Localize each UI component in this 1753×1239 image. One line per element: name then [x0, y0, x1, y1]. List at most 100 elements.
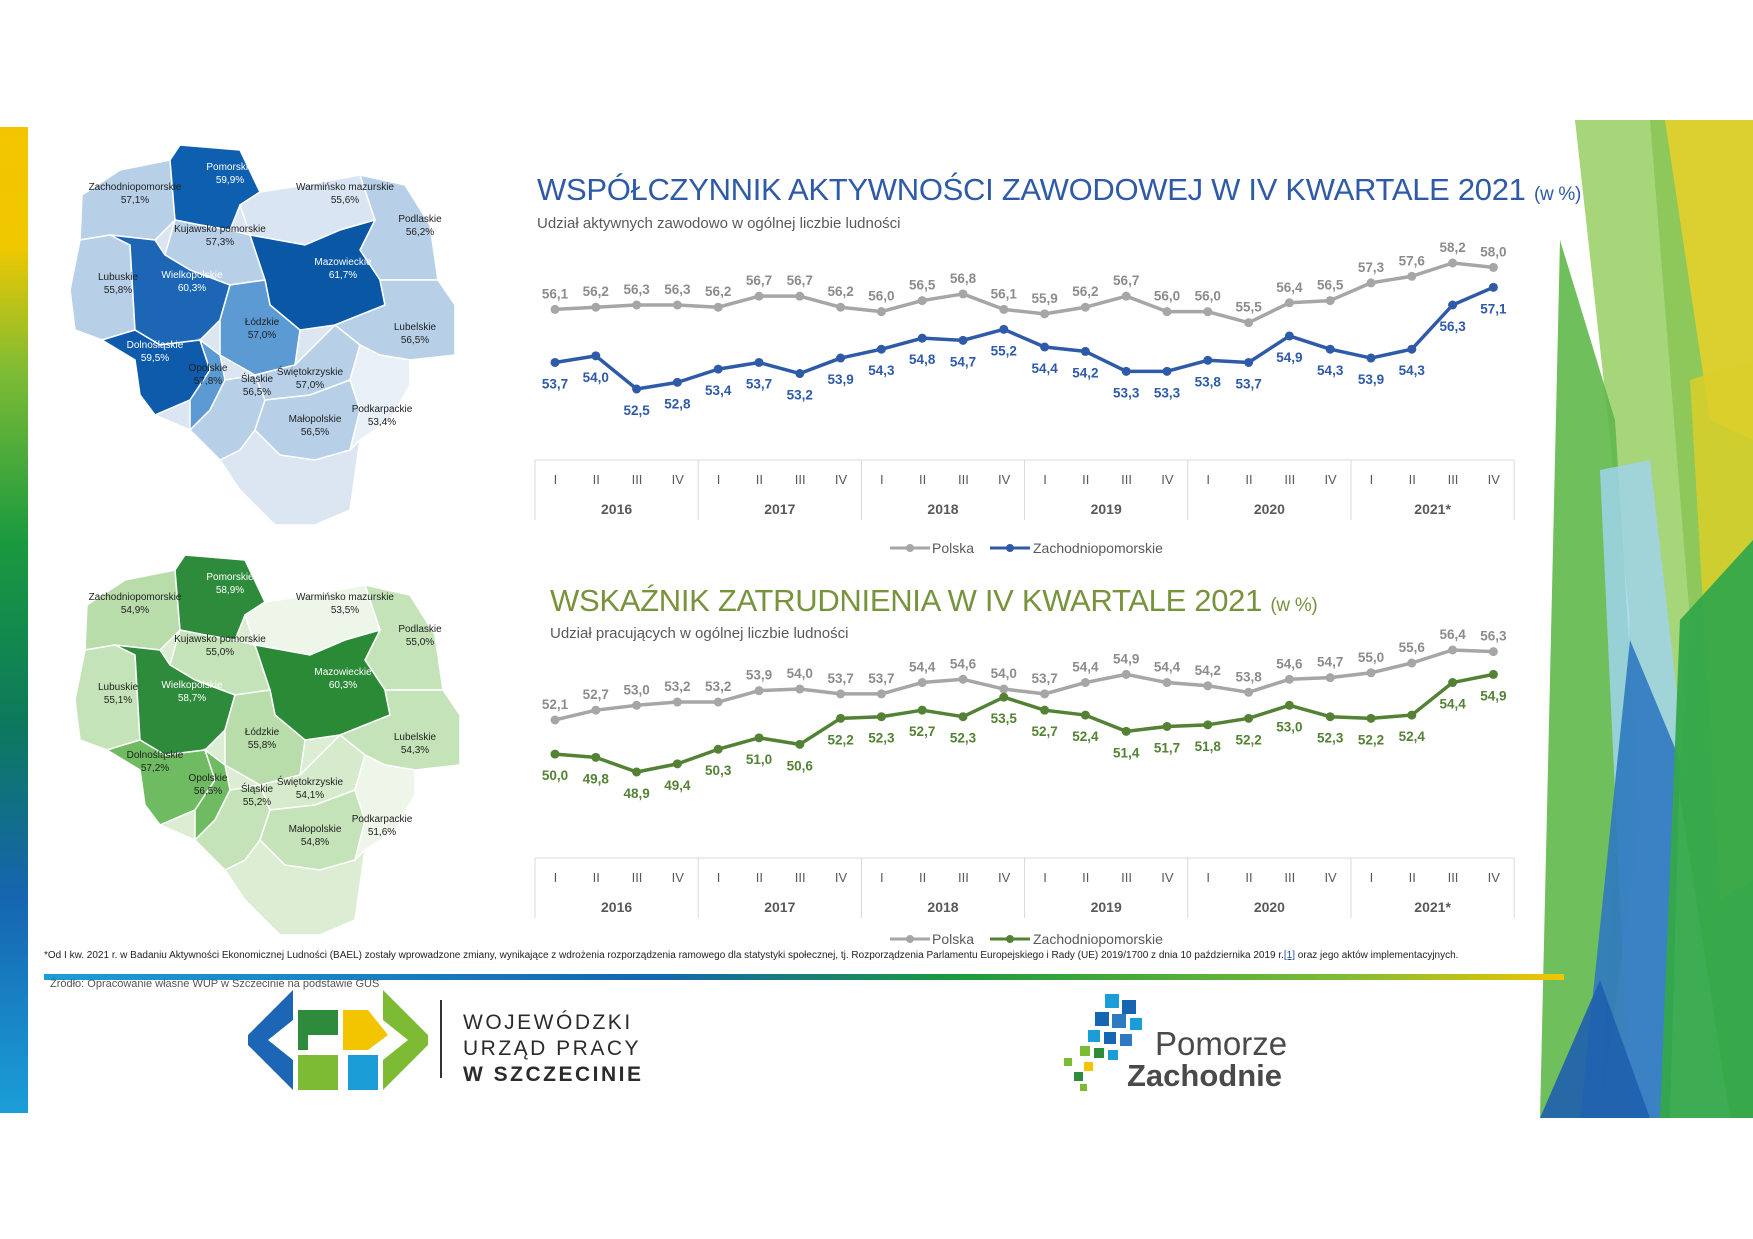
data-label: 56,0 — [1154, 289, 1180, 304]
x-tick-quarter: II — [919, 472, 926, 487]
x-tick-quarter: IV — [1324, 472, 1337, 487]
data-label: 48,9 — [623, 786, 649, 801]
employment-chart-title: WSKAŹNIK ZATRUDNIENIA W IV KWARTALE 2021… — [550, 583, 1318, 619]
data-label: 54,9 — [1276, 350, 1302, 365]
data-point — [672, 300, 682, 310]
data-label: 52,5 — [623, 403, 650, 418]
data-point — [1244, 687, 1254, 697]
series-line-zachodniopomorskie — [554, 672, 1494, 774]
data-label: 55,6 — [1399, 640, 1426, 655]
data-point — [1366, 278, 1376, 288]
map-region-value: 55,1% — [104, 695, 132, 706]
data-label: 55,0 — [1358, 650, 1384, 665]
x-tick-quarter: IV — [1324, 870, 1337, 885]
map-region-name: Łódzkie — [245, 317, 280, 328]
map-region-value: 55,0% — [406, 637, 434, 648]
data-point — [876, 689, 886, 699]
x-tick-quarter: I — [554, 472, 558, 487]
data-point — [1284, 298, 1294, 308]
data-point — [1407, 344, 1417, 354]
data-point — [876, 712, 886, 722]
x-tick-quarter: II — [1409, 472, 1416, 487]
x-tick-quarter: I — [1370, 870, 1374, 885]
map-region-value: 56,5% — [243, 387, 271, 398]
employment-title-unit: (w %) — [1270, 595, 1318, 616]
data-point — [1284, 674, 1294, 684]
data-point — [795, 684, 805, 694]
map-region-name: Lubuskie — [98, 682, 138, 693]
data-point — [1244, 318, 1254, 328]
map-region-value: 56,2% — [406, 227, 434, 238]
x-tick-quarter: III — [1448, 472, 1459, 487]
x-tick-quarter: IV — [835, 870, 848, 885]
data-label: 53,7 — [746, 376, 772, 391]
map-region-value: 59,5% — [141, 353, 169, 364]
legend-marker-zachodniopomorskie — [1006, 544, 1014, 552]
x-tick-quarter: I — [717, 870, 721, 885]
data-point — [1040, 309, 1050, 319]
data-point — [1407, 710, 1417, 720]
map-region-value: 54,1% — [296, 790, 324, 801]
data-point — [836, 689, 846, 699]
footnote-ref-link[interactable]: [1] — [1283, 950, 1296, 961]
data-label: 53,8 — [1195, 374, 1222, 389]
x-tick-quarter: IV — [672, 472, 685, 487]
pomorze-logo-line2: Zachodnie — [1127, 1058, 1283, 1093]
map-region-name: Kujawsko pomorskie — [174, 224, 266, 235]
data-label: 52,7 — [583, 687, 609, 702]
data-point — [1284, 700, 1294, 710]
x-tick-year: 2021* — [1414, 899, 1451, 915]
data-label: 54,4 — [909, 660, 936, 675]
map-region-value: 59,9% — [216, 175, 244, 186]
data-label: 52,3 — [950, 731, 977, 746]
data-point — [550, 304, 560, 314]
data-label: 56,2 — [1072, 284, 1098, 299]
x-tick-quarter: II — [1245, 472, 1252, 487]
data-point — [1121, 291, 1131, 301]
data-label: 52,4 — [1399, 729, 1426, 744]
right-decor-shapes — [1540, 120, 1753, 1118]
data-point — [1080, 346, 1090, 356]
x-tick-quarter: IV — [1488, 870, 1501, 885]
data-point — [1488, 647, 1498, 657]
x-tick-quarter: III — [632, 472, 643, 487]
data-point — [1203, 355, 1213, 365]
data-label: 56,8 — [950, 271, 977, 286]
data-label: 54,4 — [1031, 361, 1058, 376]
data-point — [1325, 344, 1335, 354]
map-region-name: Dolnośląskie — [127, 750, 184, 761]
activity-title-text: WSPÓŁCZYNNIK AKTYWNOŚCI ZAWODOWEJ W IV K… — [537, 172, 1526, 207]
x-tick-quarter: III — [795, 472, 806, 487]
map-region-value: 57,1% — [121, 195, 149, 206]
legend-label-polska: Polska — [932, 931, 974, 947]
x-tick-quarter: I — [717, 472, 721, 487]
map-region-value: 60,3% — [178, 283, 206, 294]
map-region-name: Śląskie — [241, 782, 274, 795]
x-tick-quarter: IV — [1161, 472, 1174, 487]
data-point — [1203, 681, 1213, 691]
x-tick-year: 2016 — [601, 501, 632, 517]
left-stripe-graphic — [0, 127, 28, 1113]
data-label: 53,7 — [542, 376, 568, 391]
employment-map — [74, 554, 461, 936]
map-region-name: Zachodniopomorskie — [89, 182, 182, 193]
map-region-value: 53,4% — [368, 417, 396, 428]
data-label: 49,8 — [583, 771, 610, 786]
employment-chart-subtitle: Udział pracujących w ogólnej liczbie lud… — [550, 625, 849, 642]
x-tick-quarter: IV — [998, 472, 1011, 487]
data-label: 52,7 — [1031, 724, 1057, 739]
separator-bar — [44, 967, 1564, 980]
pomorze-logo-graphic — [1064, 994, 1142, 1091]
data-label: 54,4 — [1072, 660, 1099, 675]
data-point — [1244, 713, 1254, 723]
x-tick-quarter: II — [1082, 472, 1089, 487]
map-region-value: 56,5% — [194, 786, 222, 797]
data-label: 53,4 — [705, 383, 732, 398]
data-point — [917, 333, 927, 343]
separator-graphic — [44, 974, 1564, 980]
data-point — [1080, 302, 1090, 312]
data-point — [999, 692, 1009, 702]
data-label: 56,4 — [1439, 627, 1466, 642]
data-label: 54,4 — [1154, 660, 1181, 675]
map-region-name: Pomorskie — [206, 572, 254, 583]
